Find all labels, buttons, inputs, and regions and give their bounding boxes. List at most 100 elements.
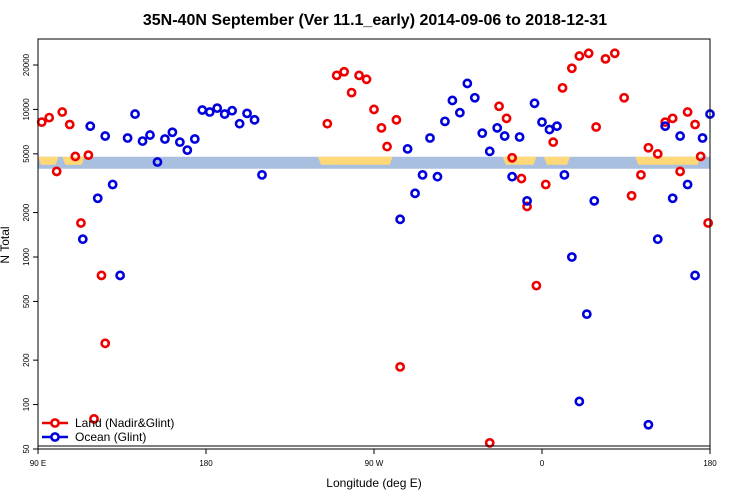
land-segment: [635, 156, 701, 165]
plot-frame: [37, 38, 711, 450]
data-point: [574, 51, 585, 61]
data-point: [96, 270, 107, 281]
data-point: [447, 95, 458, 106]
data-point: [182, 145, 193, 156]
data-point: [234, 118, 245, 129]
data-point: [376, 122, 387, 133]
data-point: [507, 152, 518, 163]
data-point: [130, 109, 140, 119]
data-point: [57, 107, 68, 117]
y-tick-label: 500: [22, 294, 31, 308]
data-point: [440, 116, 450, 127]
data-point: [137, 136, 148, 146]
data-point: [152, 157, 163, 167]
y-tick-label: 200: [22, 353, 31, 367]
data-point: [537, 117, 547, 128]
data-point: [690, 270, 700, 281]
data-point: [469, 92, 480, 103]
x-tick-label: 180: [703, 459, 717, 468]
data-point: [609, 48, 620, 59]
data-point: [544, 124, 555, 135]
data-point: [346, 87, 357, 98]
data-point: [382, 141, 392, 152]
data-point: [600, 53, 611, 64]
data-point: [675, 131, 686, 141]
data-point: [189, 134, 200, 144]
data-point: [492, 122, 503, 133]
data-point: [462, 78, 473, 89]
data-point: [514, 132, 525, 142]
data-point: [361, 74, 372, 85]
data-point: [591, 122, 602, 132]
data-point: [499, 131, 510, 141]
x-tick-label: 90 E: [30, 459, 46, 468]
legend: Land (Nadir&Glint)Ocean (Glint): [42, 416, 174, 444]
x-axis-label: Longitude (deg E): [326, 476, 421, 490]
data-point: [417, 169, 428, 180]
y-axis: 50 100 200 500 1000 2000 5000 10000 20000: [22, 53, 38, 453]
data-point: [559, 169, 570, 180]
data-point: [249, 114, 260, 125]
data-point: [557, 82, 568, 93]
data-point: [51, 166, 62, 177]
data-point: [160, 134, 170, 144]
data-point: [636, 169, 646, 180]
y-tick-label: 20000: [22, 53, 31, 76]
land-segment: [543, 156, 570, 165]
data-point: [197, 105, 208, 115]
y-tick-label: 5000: [22, 144, 31, 162]
data-point: [529, 98, 540, 109]
data-point: [76, 218, 86, 228]
data-point: [484, 437, 495, 448]
x-tick-label: 0: [540, 459, 545, 468]
data-point: [626, 190, 637, 201]
data-point: [395, 214, 406, 225]
data-point: [100, 338, 111, 349]
data-point: [522, 195, 532, 206]
data-point: [574, 396, 585, 407]
data-point: [227, 105, 238, 116]
data-point: [331, 70, 342, 81]
data-point: [660, 121, 671, 132]
data-point: [695, 151, 706, 162]
data-point: [566, 252, 577, 262]
data-points: [36, 48, 715, 448]
data-point: [410, 188, 420, 199]
data-point: [477, 128, 488, 139]
data-point: [484, 146, 495, 157]
y-tick-label: 2000: [22, 203, 31, 221]
y-axis-label: N Total: [0, 226, 12, 263]
data-point: [494, 101, 504, 112]
land-segment: [38, 156, 59, 165]
data-point: [548, 137, 559, 148]
data-point: [212, 103, 223, 114]
data-point: [204, 107, 215, 117]
data-point: [589, 195, 600, 206]
x-tick-label: 180: [199, 459, 213, 468]
data-point: [703, 218, 714, 228]
data-point: [660, 117, 671, 128]
data-point: [531, 280, 542, 291]
land-ocean-mask: [38, 156, 710, 169]
data-point: [64, 119, 75, 130]
legend-marker: [50, 432, 60, 442]
data-point: [402, 144, 413, 154]
data-point: [682, 107, 693, 117]
data-point: [667, 193, 678, 204]
land-segment: [502, 156, 537, 165]
data-point: [107, 179, 118, 190]
data-point: [174, 137, 185, 148]
data-point: [652, 234, 663, 245]
data-point: [145, 130, 155, 140]
data-point: [516, 173, 527, 184]
data-point: [667, 113, 678, 124]
data-point: [339, 66, 350, 77]
data-point: [652, 148, 663, 159]
data-point: [89, 413, 99, 424]
y-tick-label: 100: [22, 397, 31, 411]
data-point: [690, 119, 700, 130]
data-point: [583, 48, 594, 59]
x-tick-label: 90 W: [365, 459, 384, 468]
data-point: [92, 193, 103, 204]
legend-marker: [50, 418, 60, 428]
